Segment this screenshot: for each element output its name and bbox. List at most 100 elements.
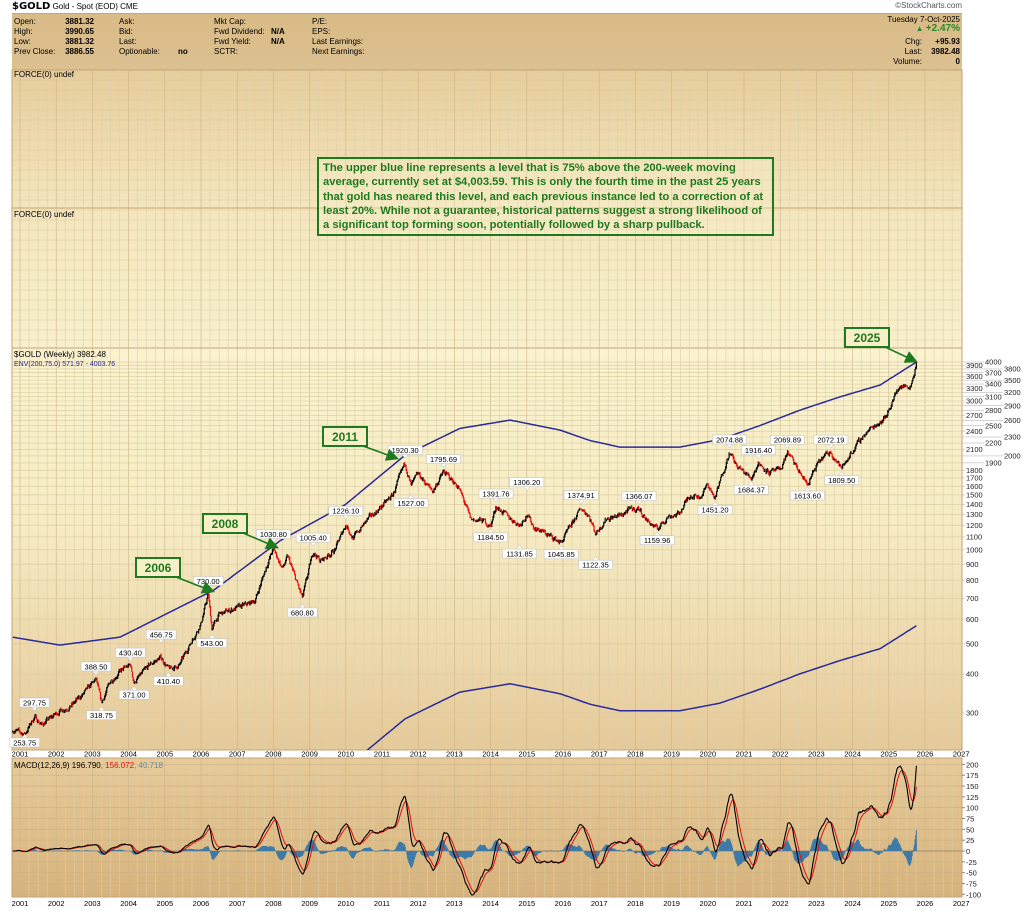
label-box <box>9 737 40 748</box>
label-text: 1030.80 <box>260 530 287 539</box>
price-bars <box>12 361 917 737</box>
x-tick-label: 2022 <box>772 899 789 908</box>
upper-envelope-line <box>12 361 917 646</box>
label-box <box>393 498 429 508</box>
quote-label: Fwd Dividend: <box>214 27 265 36</box>
quote-value: 3990.65 <box>65 27 94 36</box>
y-tick-label: 1200 <box>966 521 983 530</box>
macd-legend-hist: , 40.718 <box>134 761 163 770</box>
label-box <box>426 454 461 464</box>
x-tick-label: 2021 <box>736 899 753 908</box>
quote-value: 3886.55 <box>65 47 94 56</box>
symbol-name: Gold - Spot (EOD) CME <box>52 2 138 11</box>
quote-label: Last: <box>904 47 922 56</box>
label-text: 543.00 <box>200 639 223 648</box>
callout-box <box>844 327 890 348</box>
label-box <box>509 477 545 487</box>
quote-label: Next Earnings: <box>312 47 365 56</box>
macd-y-tick-label: 100 <box>966 804 979 813</box>
y-tick-label: 3700 <box>985 368 1002 377</box>
label-box <box>118 689 150 700</box>
quote-label: SCTR: <box>214 47 238 56</box>
quote-label: Last Earnings: <box>312 37 364 46</box>
label-text: 1122.35 <box>582 561 609 570</box>
label-text: 1809.50 <box>828 476 855 485</box>
x-tick-label: 2016 <box>555 899 572 908</box>
x-tick-label: 2001 <box>12 750 29 759</box>
y-tick-label: 4000 <box>985 358 1002 367</box>
macd-y-tick-label: -25 <box>966 858 977 867</box>
label-text: 410.40 <box>157 677 180 686</box>
macd-signal-line <box>12 770 917 893</box>
x-tick-label: 2004 <box>120 750 137 759</box>
price-label: 1131.85 <box>502 544 537 558</box>
y-tick-label: 2200 <box>985 439 1002 448</box>
y-tick-label: 2400 <box>966 427 983 436</box>
x-tick-label: 2014 <box>482 899 499 908</box>
price-label: 1122.35 <box>578 555 613 570</box>
label-box <box>80 661 112 672</box>
label-box <box>86 710 117 721</box>
x-tick-label: 2019 <box>663 750 680 759</box>
y-tick-label: 1100 <box>966 533 982 542</box>
label-box <box>813 434 849 445</box>
y-tick-label: 3900 <box>966 361 983 370</box>
label-box <box>153 676 184 686</box>
label-text: 1306.20 <box>513 478 540 487</box>
quote-label: P/E: <box>312 17 328 26</box>
price-label: 410.40 <box>153 672 184 686</box>
callout-label: 2011 <box>332 430 358 444</box>
x-tick-label: 2015 <box>518 750 535 759</box>
label-text: 1184.50 <box>477 533 504 542</box>
y-tick-label: 1800 <box>966 466 983 475</box>
label-text: 2069.89 <box>774 436 801 445</box>
price-label: 1527.00 <box>393 494 429 508</box>
x-tick-label: 2004 <box>120 899 137 908</box>
label-text: 1613.60 <box>794 491 821 500</box>
label-box <box>639 535 675 546</box>
x-tick-label: 2007 <box>229 750 246 759</box>
label-text: 456.75 <box>150 630 173 639</box>
label-text: 1374.91 <box>568 491 595 500</box>
x-tick-label: 2003 <box>84 899 101 908</box>
x-tick-label: 2017 <box>591 750 608 759</box>
label-text: 2074.88 <box>716 435 743 444</box>
callout-arrow <box>242 532 279 550</box>
label-box <box>563 490 599 500</box>
price-label: 297.75 <box>19 697 50 712</box>
price-label: 430.40 <box>115 647 146 662</box>
price-label: 1374.91 <box>563 490 599 505</box>
label-text: 1451.20 <box>701 506 728 515</box>
callout-arrow <box>884 346 918 363</box>
y-tick-label: 3800 <box>1004 365 1021 374</box>
label-text: 2072.19 <box>817 435 844 444</box>
macd-y-tick-label: 175 <box>966 771 979 780</box>
price-label: 388.50 <box>80 661 112 676</box>
x-tick-label: 2021 <box>736 750 753 759</box>
x-tick-label: 2024 <box>844 750 861 759</box>
x-tick-label: 2005 <box>156 750 173 759</box>
lower-envelope-line <box>366 625 917 750</box>
quote-value: 0 <box>955 57 960 66</box>
x-tick-label: 2025 <box>880 899 897 908</box>
quote-label: Volume: <box>893 57 922 66</box>
x-tick-label: 2017 <box>591 899 608 908</box>
axes: 3004005006007008009001000110012001300140… <box>12 358 1021 908</box>
quote-value: +95.93 <box>935 37 960 46</box>
x-tick-label: 2012 <box>410 750 427 759</box>
change-percent-value: +2.47% <box>925 23 960 34</box>
y-tick-label: 1500 <box>966 491 983 500</box>
x-tick-label: 2023 <box>808 750 825 759</box>
price-panel <box>11 347 963 751</box>
x-tick-label: 2009 <box>301 750 318 759</box>
force-legend-2: FORCE(0) undef <box>14 210 75 219</box>
y-tick-label: 2700 <box>966 411 983 420</box>
label-text: 1527.00 <box>397 499 424 508</box>
y-tick-label: 2100 <box>966 445 983 454</box>
macd-y-tick-label: 125 <box>966 793 979 802</box>
up-arrow-icon: ▲ <box>915 24 924 33</box>
label-text: 1005.40 <box>300 533 327 542</box>
symbol: $GOLD <box>12 1 51 12</box>
quote-value: 3881.32 <box>65 37 94 46</box>
